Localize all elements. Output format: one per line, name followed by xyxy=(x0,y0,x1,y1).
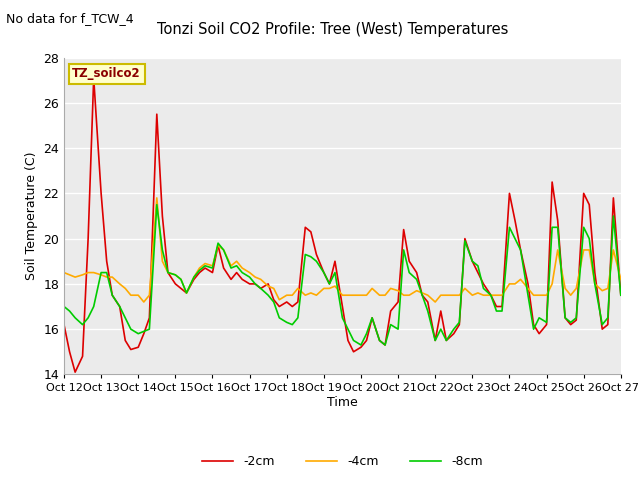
-4cm xyxy=(543,292,550,298)
Text: TZ_soilco2: TZ_soilco2 xyxy=(72,67,141,80)
Line: -4cm: -4cm xyxy=(64,198,621,302)
Legend: -2cm, -4cm, -8cm: -2cm, -4cm, -8cm xyxy=(197,450,488,473)
-4cm xyxy=(60,270,68,276)
-4cm xyxy=(127,292,134,298)
-4cm xyxy=(153,195,161,201)
-2cm xyxy=(617,292,625,298)
-8cm xyxy=(153,202,161,207)
X-axis label: Time: Time xyxy=(327,396,358,409)
-8cm xyxy=(127,326,134,332)
-4cm xyxy=(201,261,209,266)
-4cm xyxy=(394,288,402,294)
-4cm xyxy=(609,247,617,253)
-8cm xyxy=(609,213,617,219)
-2cm xyxy=(140,331,148,336)
Text: Tonzi Soil CO2 Profile: Tree (West) Temperatures: Tonzi Soil CO2 Profile: Tree (West) Temp… xyxy=(157,22,509,36)
-4cm xyxy=(140,299,148,305)
-2cm xyxy=(543,322,550,327)
-2cm xyxy=(201,265,209,271)
-8cm xyxy=(209,265,216,271)
-2cm xyxy=(394,299,402,305)
-2cm xyxy=(90,75,97,81)
Line: -8cm: -8cm xyxy=(64,204,621,345)
Y-axis label: Soil Temperature (C): Soil Temperature (C) xyxy=(25,152,38,280)
-2cm xyxy=(609,195,617,201)
-8cm xyxy=(617,292,625,298)
Line: -2cm: -2cm xyxy=(64,78,621,372)
-8cm xyxy=(357,342,365,348)
-2cm xyxy=(71,369,79,375)
-8cm xyxy=(60,304,68,310)
-8cm xyxy=(543,320,550,325)
-4cm xyxy=(214,242,222,248)
-8cm xyxy=(196,267,204,273)
-8cm xyxy=(394,326,402,332)
-2cm xyxy=(60,322,68,327)
Text: No data for f_TCW_4: No data for f_TCW_4 xyxy=(6,12,134,25)
-4cm xyxy=(617,276,625,282)
-2cm xyxy=(214,242,222,248)
